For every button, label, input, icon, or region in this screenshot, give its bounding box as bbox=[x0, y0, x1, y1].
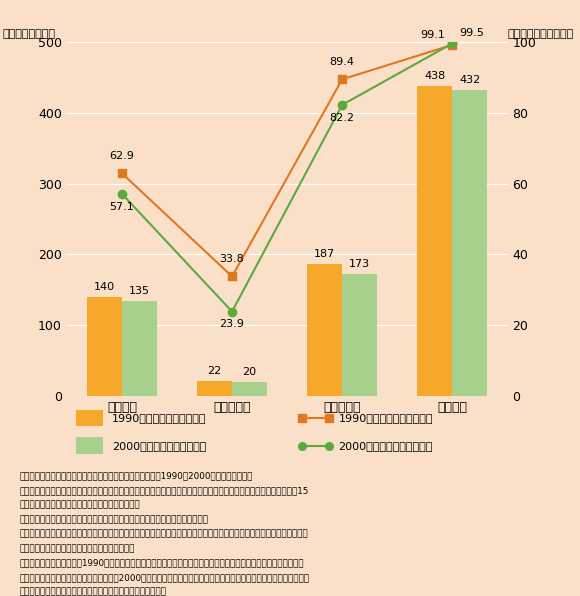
Text: 1990年家事時間（左目盛）: 1990年家事時間（左目盛） bbox=[113, 413, 207, 423]
Text: 22: 22 bbox=[207, 366, 222, 375]
Text: 2000年家事時間（左目盛）: 2000年家事時間（左目盛） bbox=[113, 440, 206, 451]
Text: 2000年行為者率（右目盛）: 2000年行為者率（右目盛） bbox=[339, 440, 433, 451]
Text: 20: 20 bbox=[242, 367, 257, 377]
Text: 173: 173 bbox=[349, 259, 370, 269]
Text: 票の該当の行動欄の該当の時間帯に線を引く）。: 票の該当の行動欄の該当の時間帯に線を引く）。 bbox=[20, 588, 167, 596]
Text: 99.1: 99.1 bbox=[420, 30, 445, 39]
Bar bbox=[87, 297, 122, 396]
Bar bbox=[76, 437, 103, 454]
Text: 89.4: 89.4 bbox=[329, 57, 354, 67]
Bar bbox=[197, 381, 232, 396]
Text: （家事行為者率：％）: （家事行為者率：％） bbox=[508, 29, 574, 39]
Text: 1990年行為者率（右目盛）: 1990年行為者率（右目盛） bbox=[339, 413, 433, 423]
Text: 99.5: 99.5 bbox=[459, 28, 484, 38]
Bar bbox=[232, 382, 267, 396]
Text: 432: 432 bbox=[459, 75, 480, 85]
Text: 23.9: 23.9 bbox=[220, 319, 245, 330]
Text: 62.9: 62.9 bbox=[110, 151, 135, 161]
Text: 140: 140 bbox=[94, 282, 115, 292]
Text: ２．家事時間、家事の行為者率ともに平日における数値。行為者率とは、１日の中で該当の行動を少しでも（15: ２．家事時間、家事の行為者率ともに平日における数値。行為者率とは、１日の中で該当… bbox=[20, 486, 310, 495]
Text: 438: 438 bbox=[424, 71, 445, 80]
Bar bbox=[342, 274, 378, 396]
Text: 主として家事に従事している女性。: 主として家事に従事している女性。 bbox=[20, 544, 136, 553]
Text: で一定の基準で分類する）、2000年はプリコード方式（調査相手が、あらかじめ行動名が印刺された調査: で一定の基準で分類する）、2000年はプリコード方式（調査相手が、あらかじめ行動… bbox=[20, 573, 310, 582]
Text: 57.1: 57.1 bbox=[110, 201, 135, 212]
Text: 33.8: 33.8 bbox=[220, 254, 244, 264]
Bar bbox=[307, 263, 342, 396]
Text: 187: 187 bbox=[314, 249, 335, 259]
Text: ３．家事とは、炒事・掛除・洗濒、買い物、子どもの世話、家事雑事。: ３．家事とは、炒事・掛除・洗濒、買い物、子どもの世話、家事雑事。 bbox=[20, 515, 209, 524]
Bar bbox=[76, 410, 103, 426]
Text: 分以上）した人が全体に占める割合。: 分以上）した人が全体に占める割合。 bbox=[20, 501, 141, 510]
Bar bbox=[452, 90, 487, 396]
Text: （備考）１．ＮＨＫ放送文化研究所『国民生活時間調査』（1990、2000年）により作成。: （備考）１．ＮＨＫ放送文化研究所『国民生活時間調査』（1990、2000年）によ… bbox=[20, 471, 253, 481]
Text: ４．「勤め人」は、販売職・サービス職、技能職・作業職、事務職・技術職、経営者・管理職。「家庭婦人」は、: ４．「勤め人」は、販売職・サービス職、技能職・作業職、事務職・技術職、経営者・管… bbox=[20, 530, 309, 539]
Bar bbox=[122, 300, 157, 396]
Text: （家事時間：分）: （家事時間：分） bbox=[3, 29, 56, 39]
Text: 135: 135 bbox=[129, 285, 150, 296]
Text: ５．調査方式は、1990年はアフターコード方式（調査相手が調査票に自由に記入した行動を、コーダーが後: ５．調査方式は、1990年はアフターコード方式（調査相手が調査票に自由に記入した… bbox=[20, 558, 304, 567]
Text: 82.2: 82.2 bbox=[329, 113, 354, 123]
Bar bbox=[417, 86, 452, 396]
